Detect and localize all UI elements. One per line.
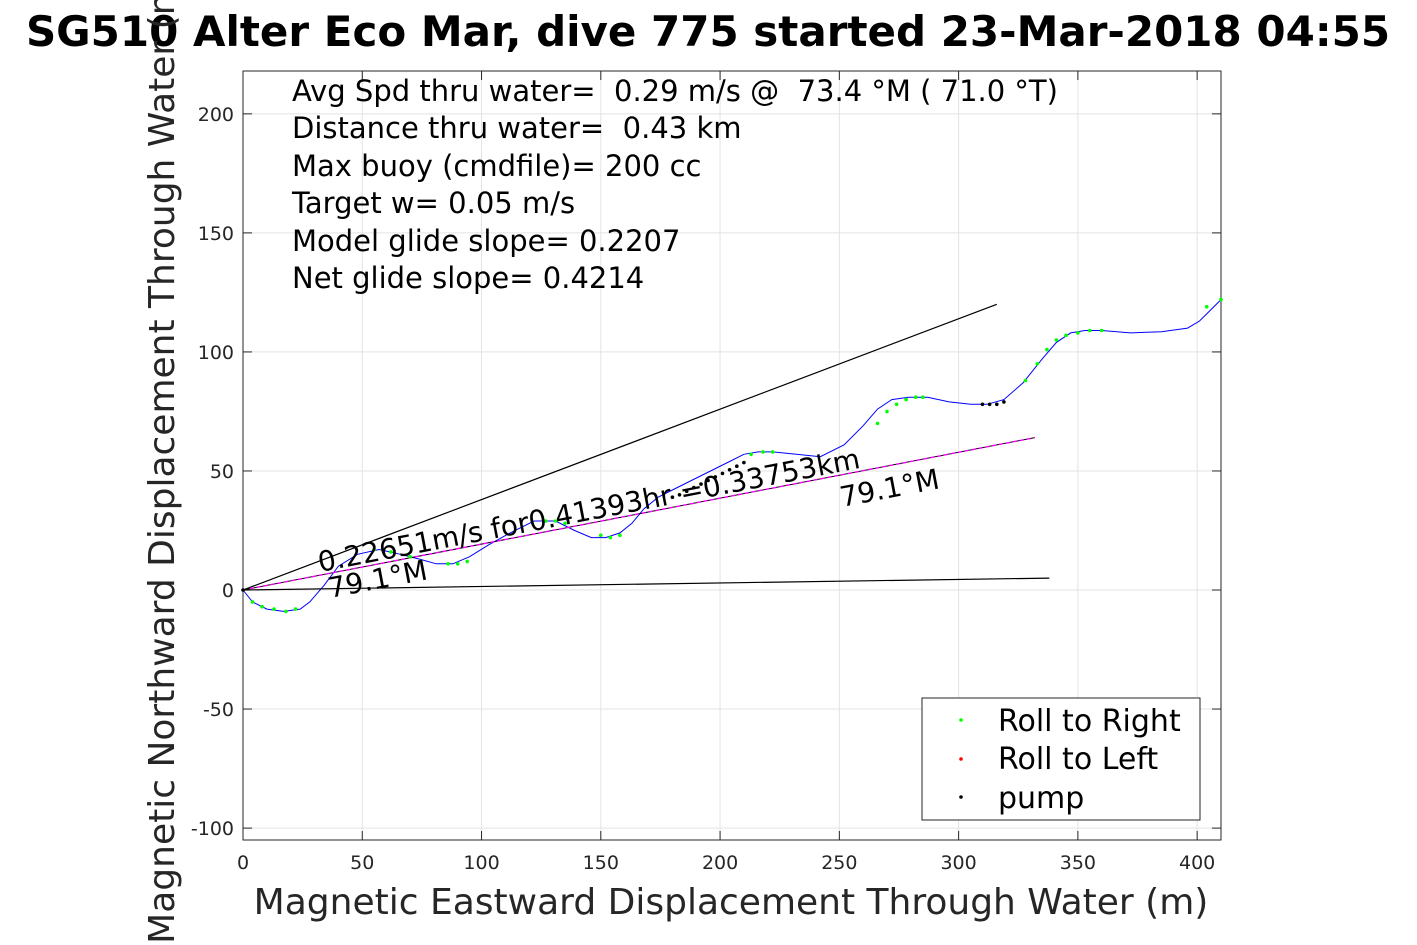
legend-label-pump: pump bbox=[998, 781, 1084, 816]
pump-point bbox=[1002, 400, 1006, 404]
stats-block: Avg Spd thru water= 0.29 m/s @ 73.4 °M (… bbox=[291, 74, 1058, 295]
legend-label-roll-right: Roll to Right bbox=[998, 704, 1181, 739]
x-tick-label: 400 bbox=[1179, 852, 1215, 874]
x-axis-label: Magnetic Eastward Displacement Through W… bbox=[254, 882, 1209, 923]
legend: Roll to Right Roll to Left pump bbox=[921, 697, 1201, 821]
roll-to-right-point bbox=[1204, 304, 1209, 309]
pump-point bbox=[670, 495, 675, 500]
legend-marker-roll-left bbox=[959, 757, 963, 761]
legend-marker-roll-right bbox=[959, 718, 963, 722]
y-tick-label: 200 bbox=[198, 104, 234, 126]
stat-net-glide: Net glide slope= 0.4214 bbox=[292, 261, 644, 295]
pump-point bbox=[995, 402, 999, 407]
y-tick-label: 150 bbox=[198, 223, 234, 245]
pump-point bbox=[713, 475, 718, 479]
y-tick-label: 100 bbox=[198, 342, 234, 364]
legend-label-roll-left: Roll to Left bbox=[998, 742, 1158, 777]
net-glide-line-line bbox=[242, 436, 1036, 591]
stat-target-w: Target w= 0.05 m/s bbox=[291, 186, 575, 220]
roll-to-right-point bbox=[1099, 328, 1104, 333]
roll-to-right-point bbox=[875, 421, 880, 426]
y-axis-label: Magnetic Northward Displacement Through … bbox=[142, 0, 183, 944]
roll-to-right-point bbox=[885, 409, 889, 414]
y-tick-label: 50 bbox=[210, 461, 234, 483]
roll-to-right-point bbox=[446, 562, 450, 566]
roll-to-right-point bbox=[1219, 297, 1223, 302]
roll-to-right-point bbox=[455, 562, 460, 566]
roll-to-right-point bbox=[1023, 378, 1028, 383]
roll-to-right-point bbox=[921, 395, 925, 400]
pump-point bbox=[987, 402, 992, 407]
legend-marker-pump bbox=[959, 795, 963, 799]
roll-to-right-point bbox=[272, 607, 276, 611]
pump-point bbox=[684, 489, 689, 494]
roll-to-right-point bbox=[894, 402, 899, 407]
x-tick-label: 350 bbox=[1060, 852, 1096, 874]
roll-to-right-point bbox=[553, 519, 558, 523]
x-axis: 0 50 100 150 200 250 300 350 400 bbox=[237, 71, 1215, 874]
pump-point bbox=[699, 482, 703, 486]
y-tick-label: -50 bbox=[203, 699, 234, 721]
roll-to-right-point bbox=[284, 609, 288, 614]
roll-to-right-point bbox=[904, 397, 908, 402]
x-tick-label: 200 bbox=[702, 852, 738, 874]
pump-point bbox=[720, 471, 725, 476]
legend-box bbox=[921, 697, 1201, 821]
pump-point bbox=[742, 460, 746, 465]
chart-title: SG510 Alter Eco Mar, dive 775 started 23… bbox=[26, 7, 1390, 56]
roll-to-right-point bbox=[260, 604, 264, 609]
roll-to-right-point bbox=[618, 533, 622, 538]
roll-to-right-point bbox=[1076, 331, 1080, 335]
plot-area bbox=[242, 70, 1222, 841]
pump-point bbox=[727, 468, 732, 472]
grid bbox=[242, 71, 1221, 840]
y-tick-label: 0 bbox=[222, 580, 234, 602]
roll-to-right-point bbox=[465, 559, 470, 564]
lower-bound-line bbox=[242, 577, 1050, 591]
roll-to-right-point bbox=[608, 535, 613, 540]
pump-point bbox=[241, 588, 245, 592]
series-layer bbox=[241, 297, 1223, 614]
roll-to-right-point bbox=[372, 547, 377, 552]
roll-to-right-point bbox=[761, 450, 765, 454]
track-line bbox=[242, 299, 1222, 612]
y-tick-label: -100 bbox=[191, 818, 234, 840]
pump-point bbox=[692, 485, 696, 490]
roll-to-right-point bbox=[770, 450, 775, 454]
pump-point bbox=[735, 464, 739, 469]
x-tick-label: 0 bbox=[237, 852, 249, 874]
pump-point bbox=[677, 493, 682, 497]
roll-to-right-point bbox=[913, 395, 918, 400]
roll-to-right-point bbox=[408, 554, 412, 559]
x-tick-label: 50 bbox=[350, 852, 374, 874]
x-tick-label: 100 bbox=[463, 852, 499, 874]
y-axis: -100 -50 0 50 100 150 200 bbox=[191, 104, 1221, 840]
stat-model-glide: Model glide slope= 0.2207 bbox=[292, 224, 680, 258]
roll-to-right-point bbox=[250, 600, 255, 604]
upper-bound-line bbox=[242, 303, 998, 591]
roll-to-right-point bbox=[749, 452, 753, 457]
roll-to-right-point bbox=[1045, 347, 1049, 352]
roll-to-right-point bbox=[599, 533, 603, 538]
stat-distance: Distance thru water= 0.43 km bbox=[292, 111, 742, 145]
roll-to-right-point bbox=[1088, 328, 1092, 333]
stat-max-buoy: Max buoy (cmdfile)= 200 cc bbox=[292, 149, 701, 183]
roll-to-right-point bbox=[293, 607, 298, 611]
x-tick-label: 250 bbox=[821, 852, 857, 874]
roll-to-right-point bbox=[544, 519, 548, 523]
stat-avg-speed: Avg Spd thru water= 0.29 m/s @ 73.4 °M (… bbox=[292, 74, 1058, 108]
roll-to-right-point bbox=[1054, 338, 1059, 342]
roll-to-right-point bbox=[1035, 362, 1040, 366]
pump-point bbox=[706, 478, 710, 483]
roll-to-right-point bbox=[563, 521, 567, 526]
x-tick-label: 150 bbox=[583, 852, 619, 874]
x-tick-label: 300 bbox=[940, 852, 976, 874]
roll-to-right-point bbox=[1064, 333, 1068, 338]
pump-point bbox=[980, 402, 985, 407]
roll-to-right-point bbox=[389, 550, 393, 554]
